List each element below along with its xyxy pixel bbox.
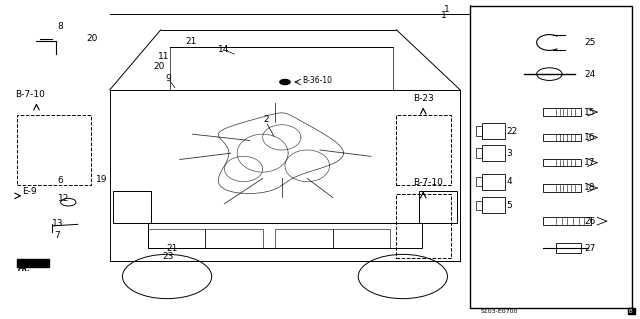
- Text: 5: 5: [507, 201, 513, 210]
- Bar: [556, 243, 581, 253]
- Text: 3: 3: [507, 149, 513, 158]
- Text: 17: 17: [584, 158, 596, 167]
- Text: B-23: B-23: [413, 94, 434, 103]
- Text: B-7-10: B-7-10: [413, 178, 443, 187]
- Text: 20: 20: [154, 62, 165, 71]
- Bar: [543, 159, 581, 167]
- Text: 4: 4: [507, 177, 513, 186]
- Text: 8: 8: [58, 22, 63, 31]
- Text: 7: 7: [54, 231, 60, 240]
- Bar: [483, 145, 505, 161]
- Text: FR.: FR.: [18, 266, 31, 272]
- Bar: [476, 148, 483, 158]
- Text: 19: 19: [96, 174, 108, 184]
- Text: 15: 15: [584, 108, 596, 116]
- Bar: [396, 115, 451, 185]
- Text: 12: 12: [58, 194, 69, 203]
- Text: 11: 11: [158, 52, 170, 61]
- Bar: [148, 223, 422, 248]
- Text: 21: 21: [186, 37, 197, 46]
- Text: 23: 23: [163, 252, 174, 261]
- Text: 6: 6: [58, 175, 63, 185]
- Bar: [17, 115, 91, 185]
- Bar: [333, 229, 390, 248]
- Bar: [628, 308, 636, 315]
- Text: B-36-10: B-36-10: [302, 76, 332, 85]
- Bar: [543, 134, 581, 141]
- Text: 2: 2: [263, 115, 269, 124]
- Bar: [419, 191, 457, 223]
- Bar: [543, 217, 591, 225]
- Text: 24: 24: [584, 70, 596, 78]
- Text: 26: 26: [584, 217, 596, 226]
- Text: 1: 1: [442, 11, 447, 20]
- Text: 27: 27: [584, 243, 596, 253]
- Text: 25: 25: [584, 38, 596, 47]
- Bar: [205, 229, 262, 248]
- Text: 21: 21: [166, 244, 178, 253]
- Bar: [470, 6, 632, 308]
- Bar: [543, 108, 581, 116]
- Text: 14: 14: [218, 45, 229, 54]
- Text: B-7-10: B-7-10: [15, 90, 45, 99]
- Bar: [543, 184, 581, 192]
- Bar: [483, 174, 505, 189]
- Text: 16: 16: [584, 133, 596, 142]
- Text: B: B: [628, 309, 632, 315]
- Text: 9: 9: [166, 74, 172, 83]
- Text: 20: 20: [87, 34, 98, 43]
- Bar: [483, 197, 505, 213]
- Text: 13: 13: [52, 219, 63, 228]
- Text: E-9: E-9: [22, 187, 36, 196]
- Bar: [148, 229, 205, 248]
- Circle shape: [280, 79, 290, 85]
- Bar: [476, 126, 483, 136]
- Text: 18: 18: [584, 183, 596, 192]
- Bar: [113, 191, 151, 223]
- Bar: [483, 123, 505, 139]
- Text: 1: 1: [444, 5, 450, 14]
- Bar: [396, 194, 451, 257]
- Bar: [476, 201, 483, 210]
- Bar: [17, 259, 49, 267]
- Text: 22: 22: [507, 127, 518, 136]
- Text: S103-E0700: S103-E0700: [481, 309, 518, 314]
- Bar: [275, 229, 333, 248]
- Bar: [476, 177, 483, 186]
